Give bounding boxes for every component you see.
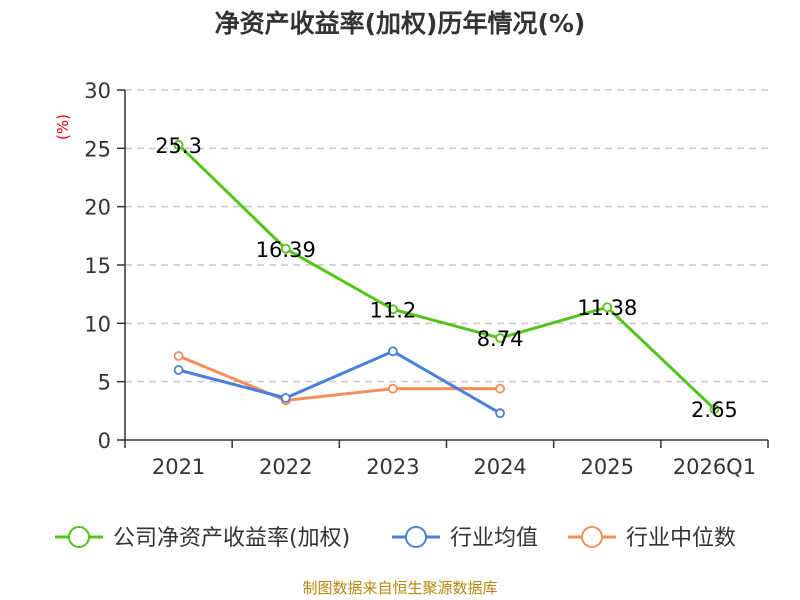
legend-marker xyxy=(68,526,90,548)
data-point xyxy=(495,408,505,419)
series-line xyxy=(178,349,501,415)
x-tick-label: 2022 xyxy=(259,455,312,479)
legend-item: 公司净资产收益率(加权) xyxy=(55,526,350,551)
data-point xyxy=(173,139,184,150)
data-labels: 25.3 16.39 11.2 8.74 11.38 2.65 xyxy=(155,134,738,422)
series-line xyxy=(177,143,716,411)
data-point xyxy=(495,383,505,394)
legend-marker xyxy=(405,526,427,548)
y-axis-unit: (%) xyxy=(54,114,72,140)
data-label: 11.38 xyxy=(577,296,637,320)
data-point xyxy=(388,304,398,315)
data-point xyxy=(388,346,398,357)
data-label: 11.2 xyxy=(370,298,417,322)
y-tick-label: 5 xyxy=(98,371,111,395)
y-tick-label: 10 xyxy=(84,312,111,336)
grid-lines xyxy=(125,89,768,383)
data-point xyxy=(173,365,184,375)
y-tick-label: 0 xyxy=(98,429,111,453)
legend-label: 行业中位数 xyxy=(626,526,736,551)
data-point xyxy=(173,351,184,361)
legend-item: 行业中位数 xyxy=(568,526,736,551)
data-point xyxy=(495,333,505,343)
legend-marker xyxy=(581,526,603,548)
data-point xyxy=(602,302,613,313)
series xyxy=(173,139,720,419)
legend-label: 公司净资产收益率(加权) xyxy=(113,526,350,551)
chart-title: 净资产收益率(加权)历年情况(%) xyxy=(215,9,586,38)
x-tick-label: 2021 xyxy=(152,455,205,479)
x-tick-label: 2023 xyxy=(366,455,419,479)
y-tick-label: 15 xyxy=(84,254,111,278)
series-line xyxy=(178,354,501,402)
legend-item: 行业均值 xyxy=(392,526,538,551)
x-tick-label: 2024 xyxy=(473,455,526,479)
y-tick-label: 20 xyxy=(84,196,111,220)
y-tick-label: 30 xyxy=(84,79,111,103)
data-label: 16.39 xyxy=(256,238,316,262)
legend-label: 行业均值 xyxy=(450,526,538,551)
data-point xyxy=(280,243,291,254)
legend: 公司净资产收益率(加权) 行业均值 行业中位数 xyxy=(55,526,736,551)
data-point xyxy=(709,404,720,414)
data-point xyxy=(388,383,398,394)
data-label: 25.3 xyxy=(155,134,202,158)
source-note: 制图数据来自恒生聚源数据库 xyxy=(302,579,497,597)
data-point xyxy=(280,393,291,403)
y-tick-label: 25 xyxy=(84,137,111,161)
x-tick-label: 2026Q1 xyxy=(673,455,756,479)
x-tick-label: 2025 xyxy=(581,455,634,479)
data-label: 2.65 xyxy=(691,398,738,422)
data-label: 8.74 xyxy=(477,327,524,351)
